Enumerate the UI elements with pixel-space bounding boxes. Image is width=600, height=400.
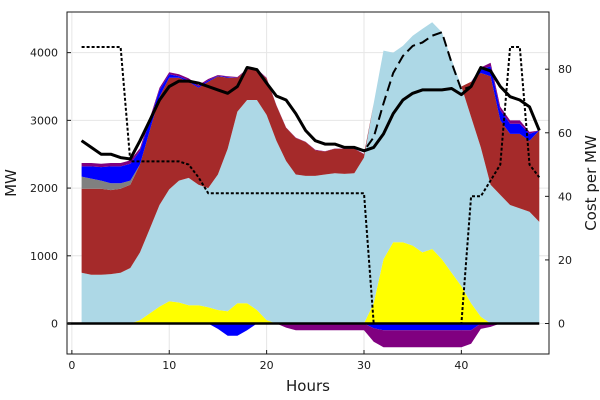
y-tick-label: 3000 bbox=[30, 114, 58, 127]
y2-tick-label: 80 bbox=[558, 63, 572, 76]
positive-area-lightblue bbox=[81, 22, 540, 324]
plot-frame bbox=[66, 11, 550, 355]
negative-area-purple bbox=[81, 323, 540, 348]
negative-area-blue bbox=[81, 323, 540, 336]
x-tick-label: 40 bbox=[454, 359, 468, 372]
y-tick-label: 1000 bbox=[30, 250, 58, 263]
positive-area-brown bbox=[81, 22, 540, 275]
positive-area-yellow bbox=[81, 242, 540, 324]
y-tick-label: 2000 bbox=[30, 182, 58, 195]
y-axis-title: MW bbox=[2, 169, 20, 197]
stacked-areas bbox=[81, 22, 540, 348]
positive-area-blue bbox=[81, 22, 540, 184]
y-tick-label: 0 bbox=[51, 318, 58, 331]
y2-tick-label: 20 bbox=[558, 254, 572, 267]
x-tick-label: 0 bbox=[68, 359, 75, 372]
tick-labels: 0 10 20 30 40 0 1000 2000 3000 4000 0 20 40 60 80 bbox=[30, 47, 572, 372]
series-lines bbox=[80, 31, 541, 325]
line-load bbox=[80, 66, 541, 161]
x-tick-label: 20 bbox=[260, 359, 274, 372]
y2-tick-label: 40 bbox=[558, 190, 572, 203]
x-tick-label: 30 bbox=[357, 359, 371, 372]
y2-tick-label: 0 bbox=[558, 317, 565, 330]
y-tick-label: 4000 bbox=[30, 47, 58, 60]
y2-axis-title: Cost per MW bbox=[582, 135, 600, 231]
x-axis-title: Hours bbox=[286, 377, 330, 395]
y2-tick-label: 60 bbox=[558, 127, 572, 140]
x-tick-label: 10 bbox=[162, 359, 176, 372]
line-price bbox=[81, 46, 541, 325]
